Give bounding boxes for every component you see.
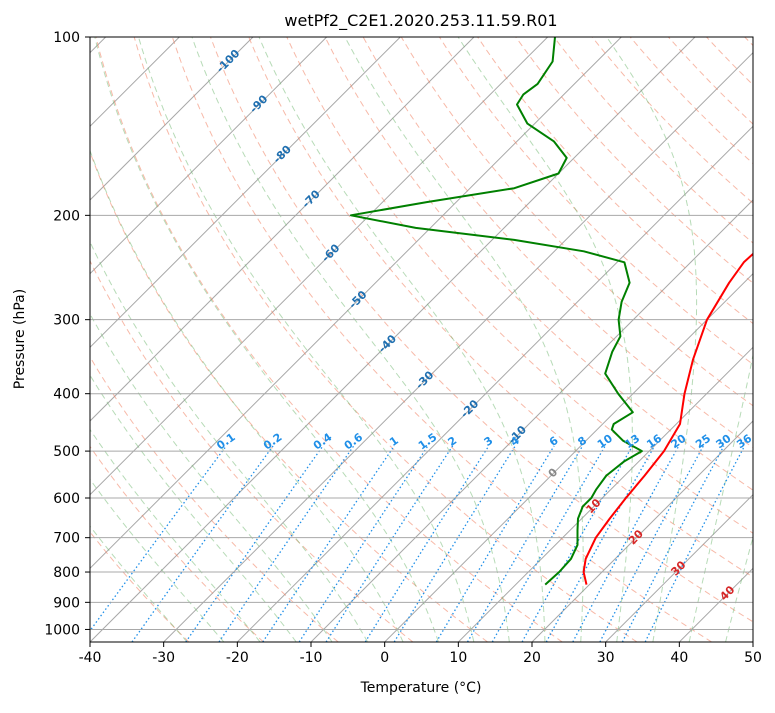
x-tick-label: -30: [152, 650, 175, 666]
x-tick-label: 30: [597, 650, 615, 666]
y-tick-label: 1000: [44, 622, 80, 638]
x-tick-label: 20: [523, 650, 541, 666]
x-tick-label: 10: [449, 650, 467, 666]
y-tick-label: 300: [53, 313, 80, 329]
y-tick-label: 200: [53, 208, 80, 224]
y-tick-label: 500: [53, 444, 80, 460]
x-tick-label: -20: [226, 650, 249, 666]
x-tick-label: 0: [380, 650, 389, 666]
x-tick-label: -40: [79, 650, 102, 666]
y-axis-label: Pressure (hPa): [12, 289, 28, 389]
y-tick-label: 800: [53, 565, 80, 581]
y-tick-label: 700: [53, 531, 80, 547]
y-tick-label: 600: [53, 491, 80, 507]
y-tick-label: 400: [53, 387, 80, 403]
x-tick-label: 50: [744, 650, 762, 666]
x-tick-label: -10: [300, 650, 323, 666]
x-tick-label: 40: [670, 650, 688, 666]
y-tick-label: 100: [53, 30, 80, 46]
y-tick-label: 900: [53, 595, 80, 611]
x-axis-label: Temperature (°C): [360, 680, 482, 696]
chart-title: wetPf2_C2E1.2020.253.11.59.R01: [284, 11, 557, 31]
